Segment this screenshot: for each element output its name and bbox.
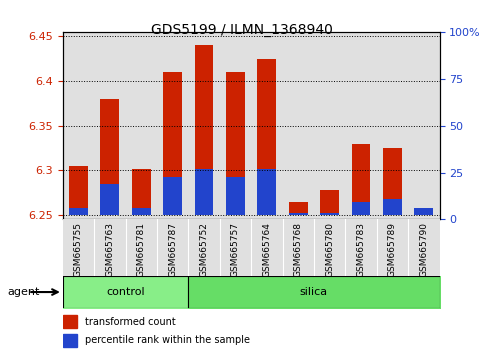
Bar: [226, 72, 245, 215]
Bar: [157, 219, 188, 276]
Bar: [408, 32, 440, 219]
Bar: [132, 169, 151, 215]
Text: GSM665781: GSM665781: [137, 222, 146, 277]
Bar: [69, 166, 88, 215]
Text: GDS5199 / ILMN_1368940: GDS5199 / ILMN_1368940: [151, 23, 332, 37]
Bar: [163, 72, 182, 215]
Bar: [157, 32, 188, 219]
Bar: [220, 32, 251, 219]
Bar: [414, 208, 433, 215]
Text: GSM665752: GSM665752: [199, 222, 209, 277]
Bar: [283, 219, 314, 276]
Text: GSM665757: GSM665757: [231, 222, 240, 277]
Bar: [414, 208, 433, 215]
Bar: [352, 143, 370, 215]
Text: GSM665787: GSM665787: [168, 222, 177, 277]
Text: GSM665790: GSM665790: [419, 222, 428, 277]
Text: GSM665764: GSM665764: [262, 222, 271, 277]
Bar: [320, 213, 339, 215]
Text: percentile rank within the sample: percentile rank within the sample: [85, 335, 250, 346]
Bar: [132, 208, 151, 215]
Text: GSM665783: GSM665783: [356, 222, 366, 277]
Bar: [283, 32, 314, 219]
Bar: [63, 32, 94, 219]
Bar: [320, 190, 339, 215]
Bar: [63, 315, 77, 328]
Bar: [383, 148, 402, 215]
Bar: [100, 99, 119, 215]
Text: control: control: [106, 287, 145, 297]
Bar: [126, 32, 157, 219]
Bar: [188, 219, 220, 276]
Bar: [289, 213, 308, 215]
Bar: [195, 45, 213, 215]
Text: GSM665789: GSM665789: [388, 222, 397, 277]
Bar: [195, 169, 213, 215]
Bar: [126, 219, 157, 276]
Bar: [63, 219, 94, 276]
Bar: [383, 199, 402, 215]
Bar: [257, 169, 276, 215]
Bar: [94, 32, 126, 219]
Bar: [220, 219, 251, 276]
Text: GSM665768: GSM665768: [294, 222, 303, 277]
Bar: [251, 219, 283, 276]
Text: transformed count: transformed count: [85, 316, 176, 327]
Text: agent: agent: [7, 287, 40, 297]
Bar: [345, 32, 377, 219]
Text: GSM665780: GSM665780: [325, 222, 334, 277]
Bar: [352, 202, 370, 215]
Text: silica: silica: [300, 287, 328, 297]
Text: GSM665755: GSM665755: [74, 222, 83, 277]
Bar: [377, 32, 408, 219]
Bar: [63, 334, 77, 347]
Bar: [163, 177, 182, 215]
Bar: [257, 59, 276, 215]
Bar: [100, 184, 119, 215]
Bar: [94, 219, 126, 276]
Bar: [188, 32, 220, 219]
Bar: [314, 219, 345, 276]
Bar: [69, 208, 88, 215]
Bar: [251, 32, 283, 219]
Bar: [289, 202, 308, 215]
Bar: [226, 177, 245, 215]
Bar: [314, 32, 345, 219]
Bar: [408, 219, 440, 276]
Bar: [377, 219, 408, 276]
Bar: [345, 219, 377, 276]
Text: GSM665763: GSM665763: [105, 222, 114, 277]
